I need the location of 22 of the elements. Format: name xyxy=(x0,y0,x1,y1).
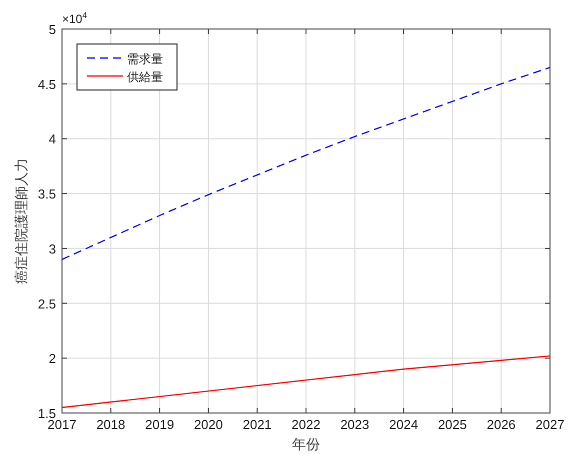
y-axis-title: 癌症住院護理師人力 xyxy=(13,158,29,284)
y-tick-label: 4 xyxy=(48,132,56,147)
x-tick-label: 2021 xyxy=(242,417,272,432)
y-tick-label: 3 xyxy=(48,241,56,256)
y-tick-label: 2 xyxy=(48,351,56,366)
x-tick-label: 2027 xyxy=(536,417,564,432)
text: ×10$^{4}$ xyxy=(62,10,88,26)
y-tick-label: 4.5 xyxy=(38,76,56,92)
x-tick-label: 2022 xyxy=(292,417,320,432)
y-tick-label: 3.5 xyxy=(38,186,56,202)
x-axis-title: 年份 xyxy=(292,436,320,452)
x-tick-label: 2026 xyxy=(486,417,516,432)
x-tick-label: 2025 xyxy=(438,417,467,432)
x-tick-label: 2018 xyxy=(96,417,126,432)
x-tick-label: 2024 xyxy=(389,417,418,432)
y-tick-label: 2.5 xyxy=(38,296,56,312)
legend-label: 供給量 xyxy=(127,70,163,84)
legend-label: 需求量 xyxy=(127,52,163,66)
y-tick-label: 5 xyxy=(48,22,56,37)
x-tick-label: 2020 xyxy=(194,417,223,432)
x-tick-label: 2019 xyxy=(145,417,174,432)
x-tick-label: 2023 xyxy=(340,417,370,432)
